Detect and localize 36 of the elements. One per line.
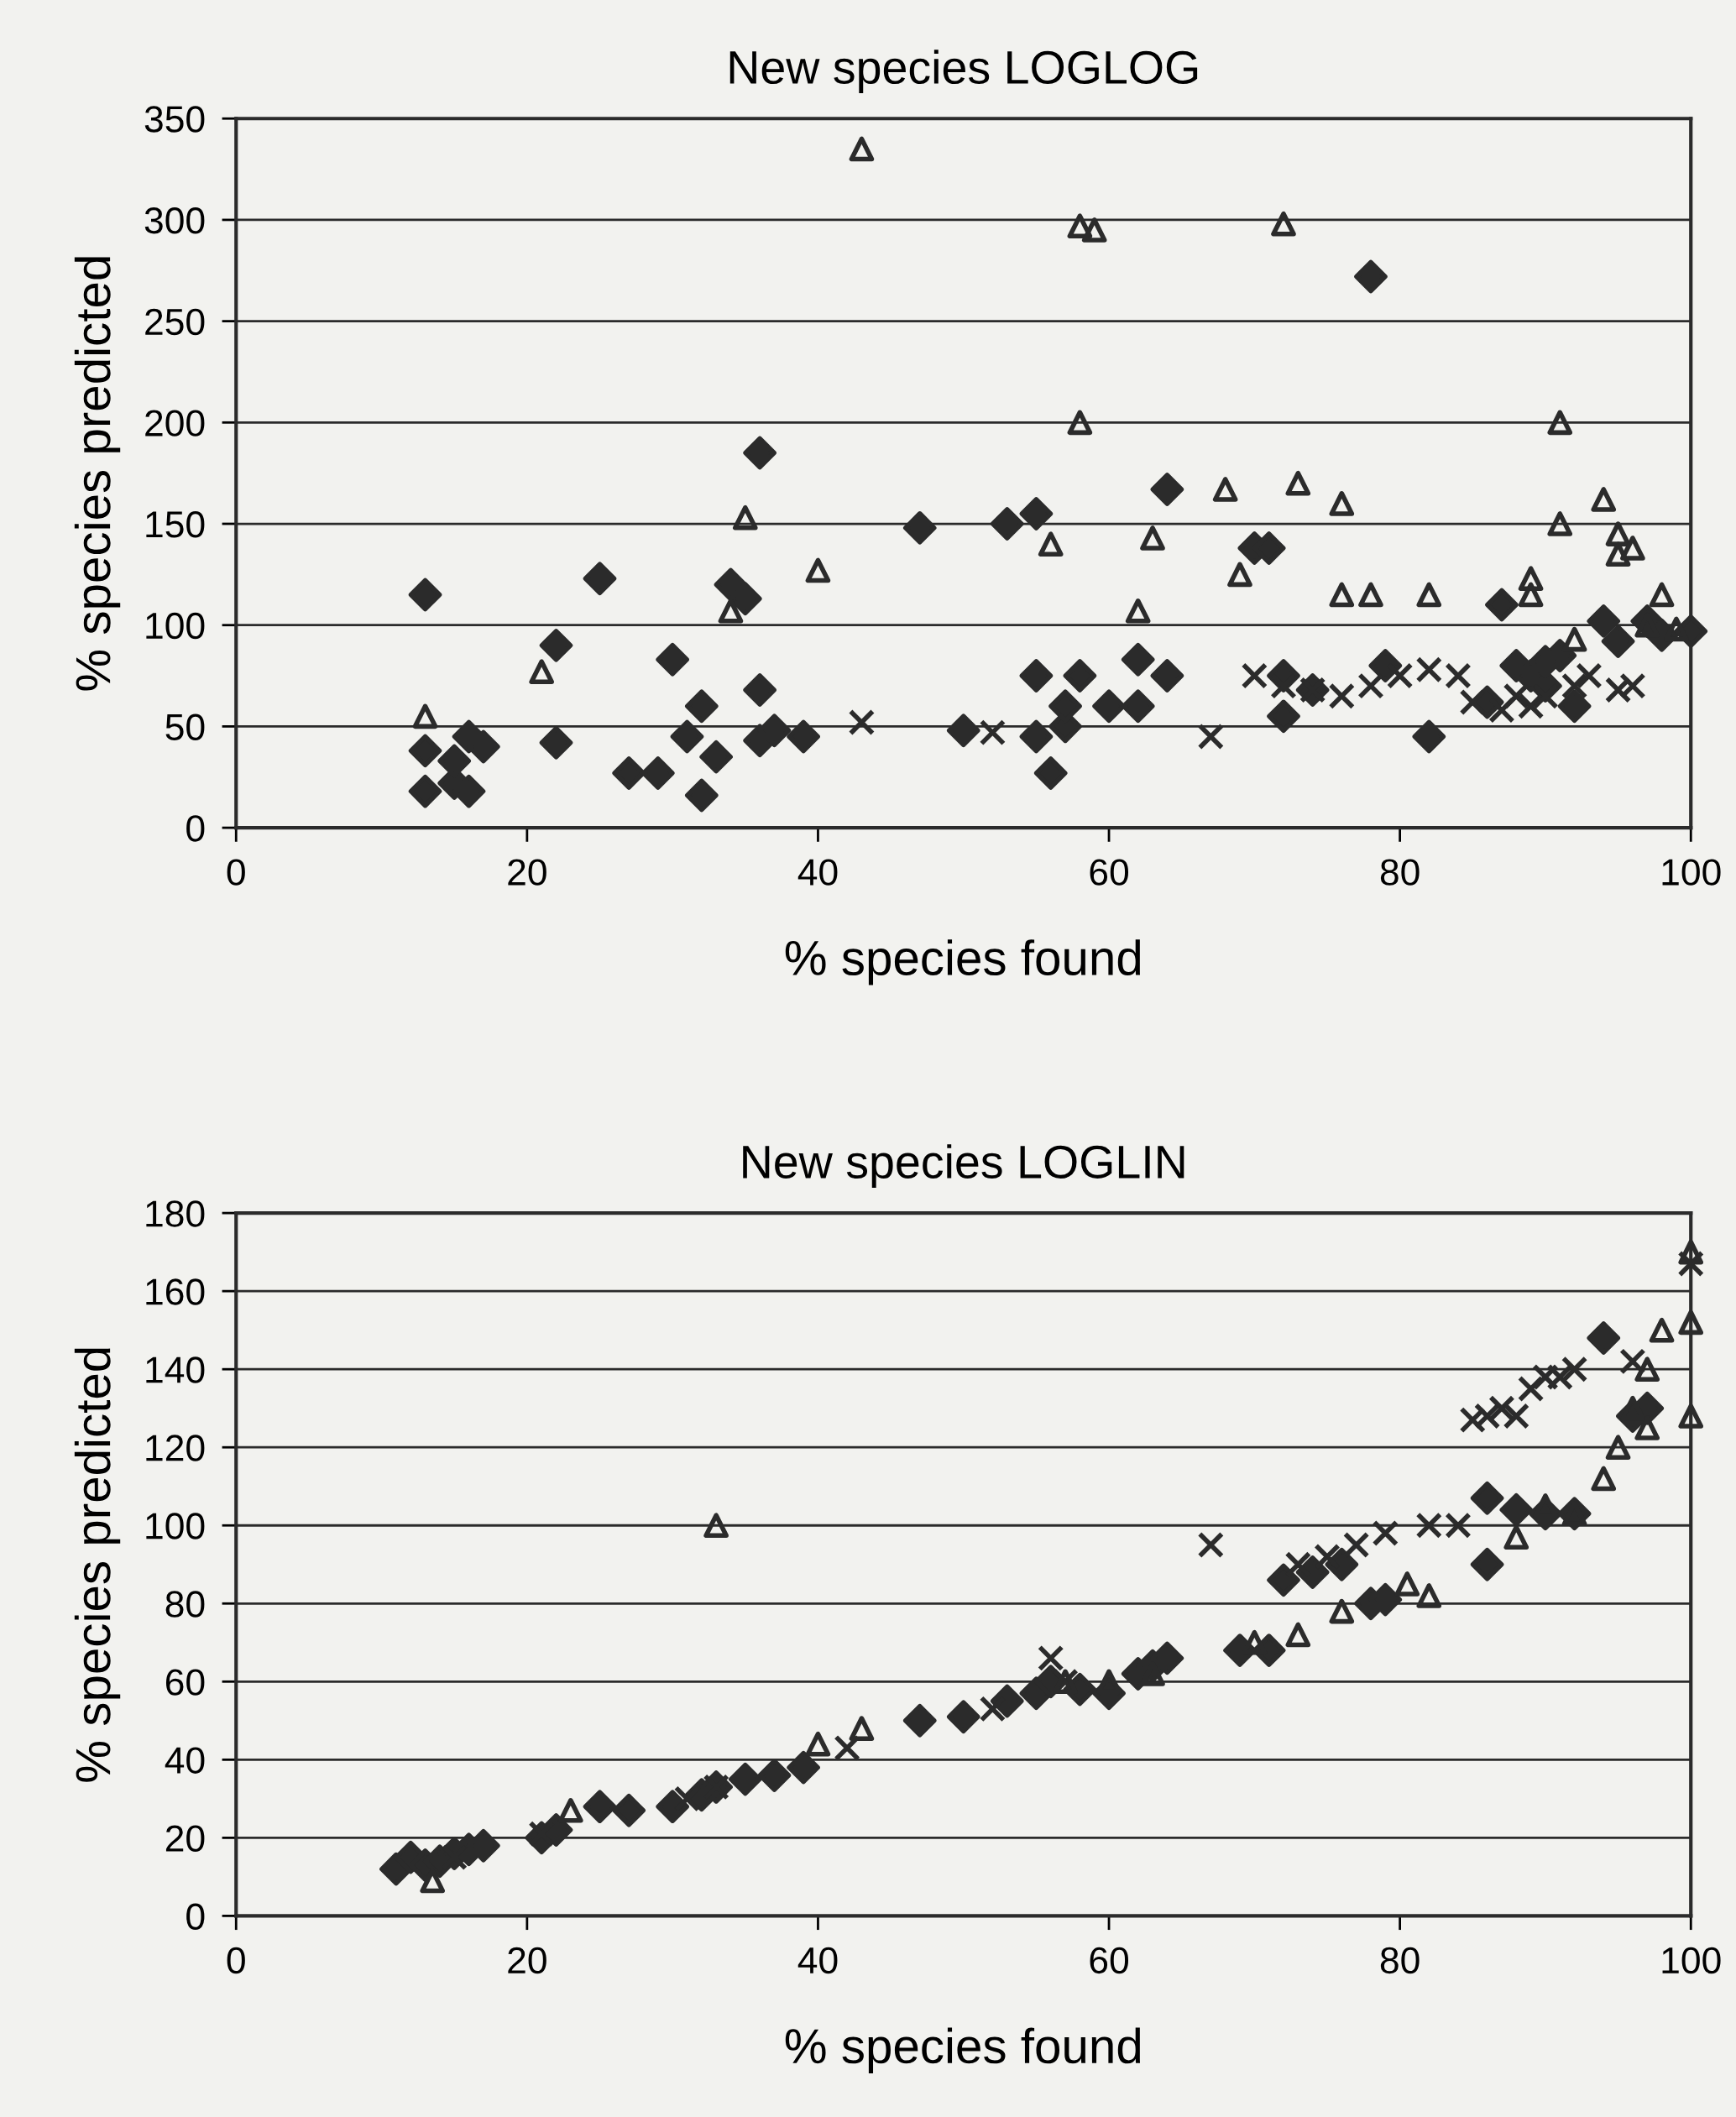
x-tick-label: 40 xyxy=(797,1947,838,1974)
y-tick-label: 250 xyxy=(145,308,205,336)
y-axis-title: % species predicted xyxy=(74,257,121,691)
x-tick-label: 100 xyxy=(1662,1947,1721,1974)
x-tick-label: 100 xyxy=(1662,859,1721,886)
y-tick-label: 140 xyxy=(146,1356,205,1383)
y-tick-label: 120 xyxy=(146,1435,205,1461)
y-tick-label: 100 xyxy=(146,1513,205,1539)
y-axis-title: % species predicted xyxy=(74,1348,121,1782)
x-tick-label: 0 xyxy=(227,1947,245,1974)
chart-title: New species LOGLOG xyxy=(729,50,1198,94)
x-tick-label: 40 xyxy=(797,859,838,886)
x-tick-label: 20 xyxy=(508,859,546,886)
y-tick-label: 350 xyxy=(144,106,205,133)
y-tick-label: 60 xyxy=(165,1669,205,1696)
x-axis-title: % species found xyxy=(785,2027,1141,2073)
y-tick-label: 160 xyxy=(146,1278,205,1305)
x-axis-title: % species found xyxy=(785,939,1141,985)
y-tick-label: 20 xyxy=(165,1825,205,1852)
x-tick-label: 60 xyxy=(1090,1947,1129,1974)
y-tick-label: 200 xyxy=(145,410,205,436)
y-tick-label: 0 xyxy=(186,1903,205,1930)
y-tick-label: 180 xyxy=(146,1200,205,1227)
x-tick-label: 0 xyxy=(227,859,245,886)
y-tick-label: 100 xyxy=(146,612,205,640)
y-tick-label: 300 xyxy=(144,207,205,234)
x-tick-label: 80 xyxy=(1380,859,1420,886)
x-tick-label: 20 xyxy=(508,1947,546,1974)
y-tick-label: 80 xyxy=(165,1591,205,1618)
x-tick-label: 80 xyxy=(1380,1947,1420,1974)
y-tick-label: 150 xyxy=(146,511,205,538)
y-tick-label: 50 xyxy=(165,714,205,740)
y-tick-label: 40 xyxy=(165,1747,205,1774)
x-tick-label: 60 xyxy=(1090,859,1129,886)
y-tick-label: 0 xyxy=(186,815,205,842)
chart-title: New species LOGLIN xyxy=(743,1144,1184,1188)
